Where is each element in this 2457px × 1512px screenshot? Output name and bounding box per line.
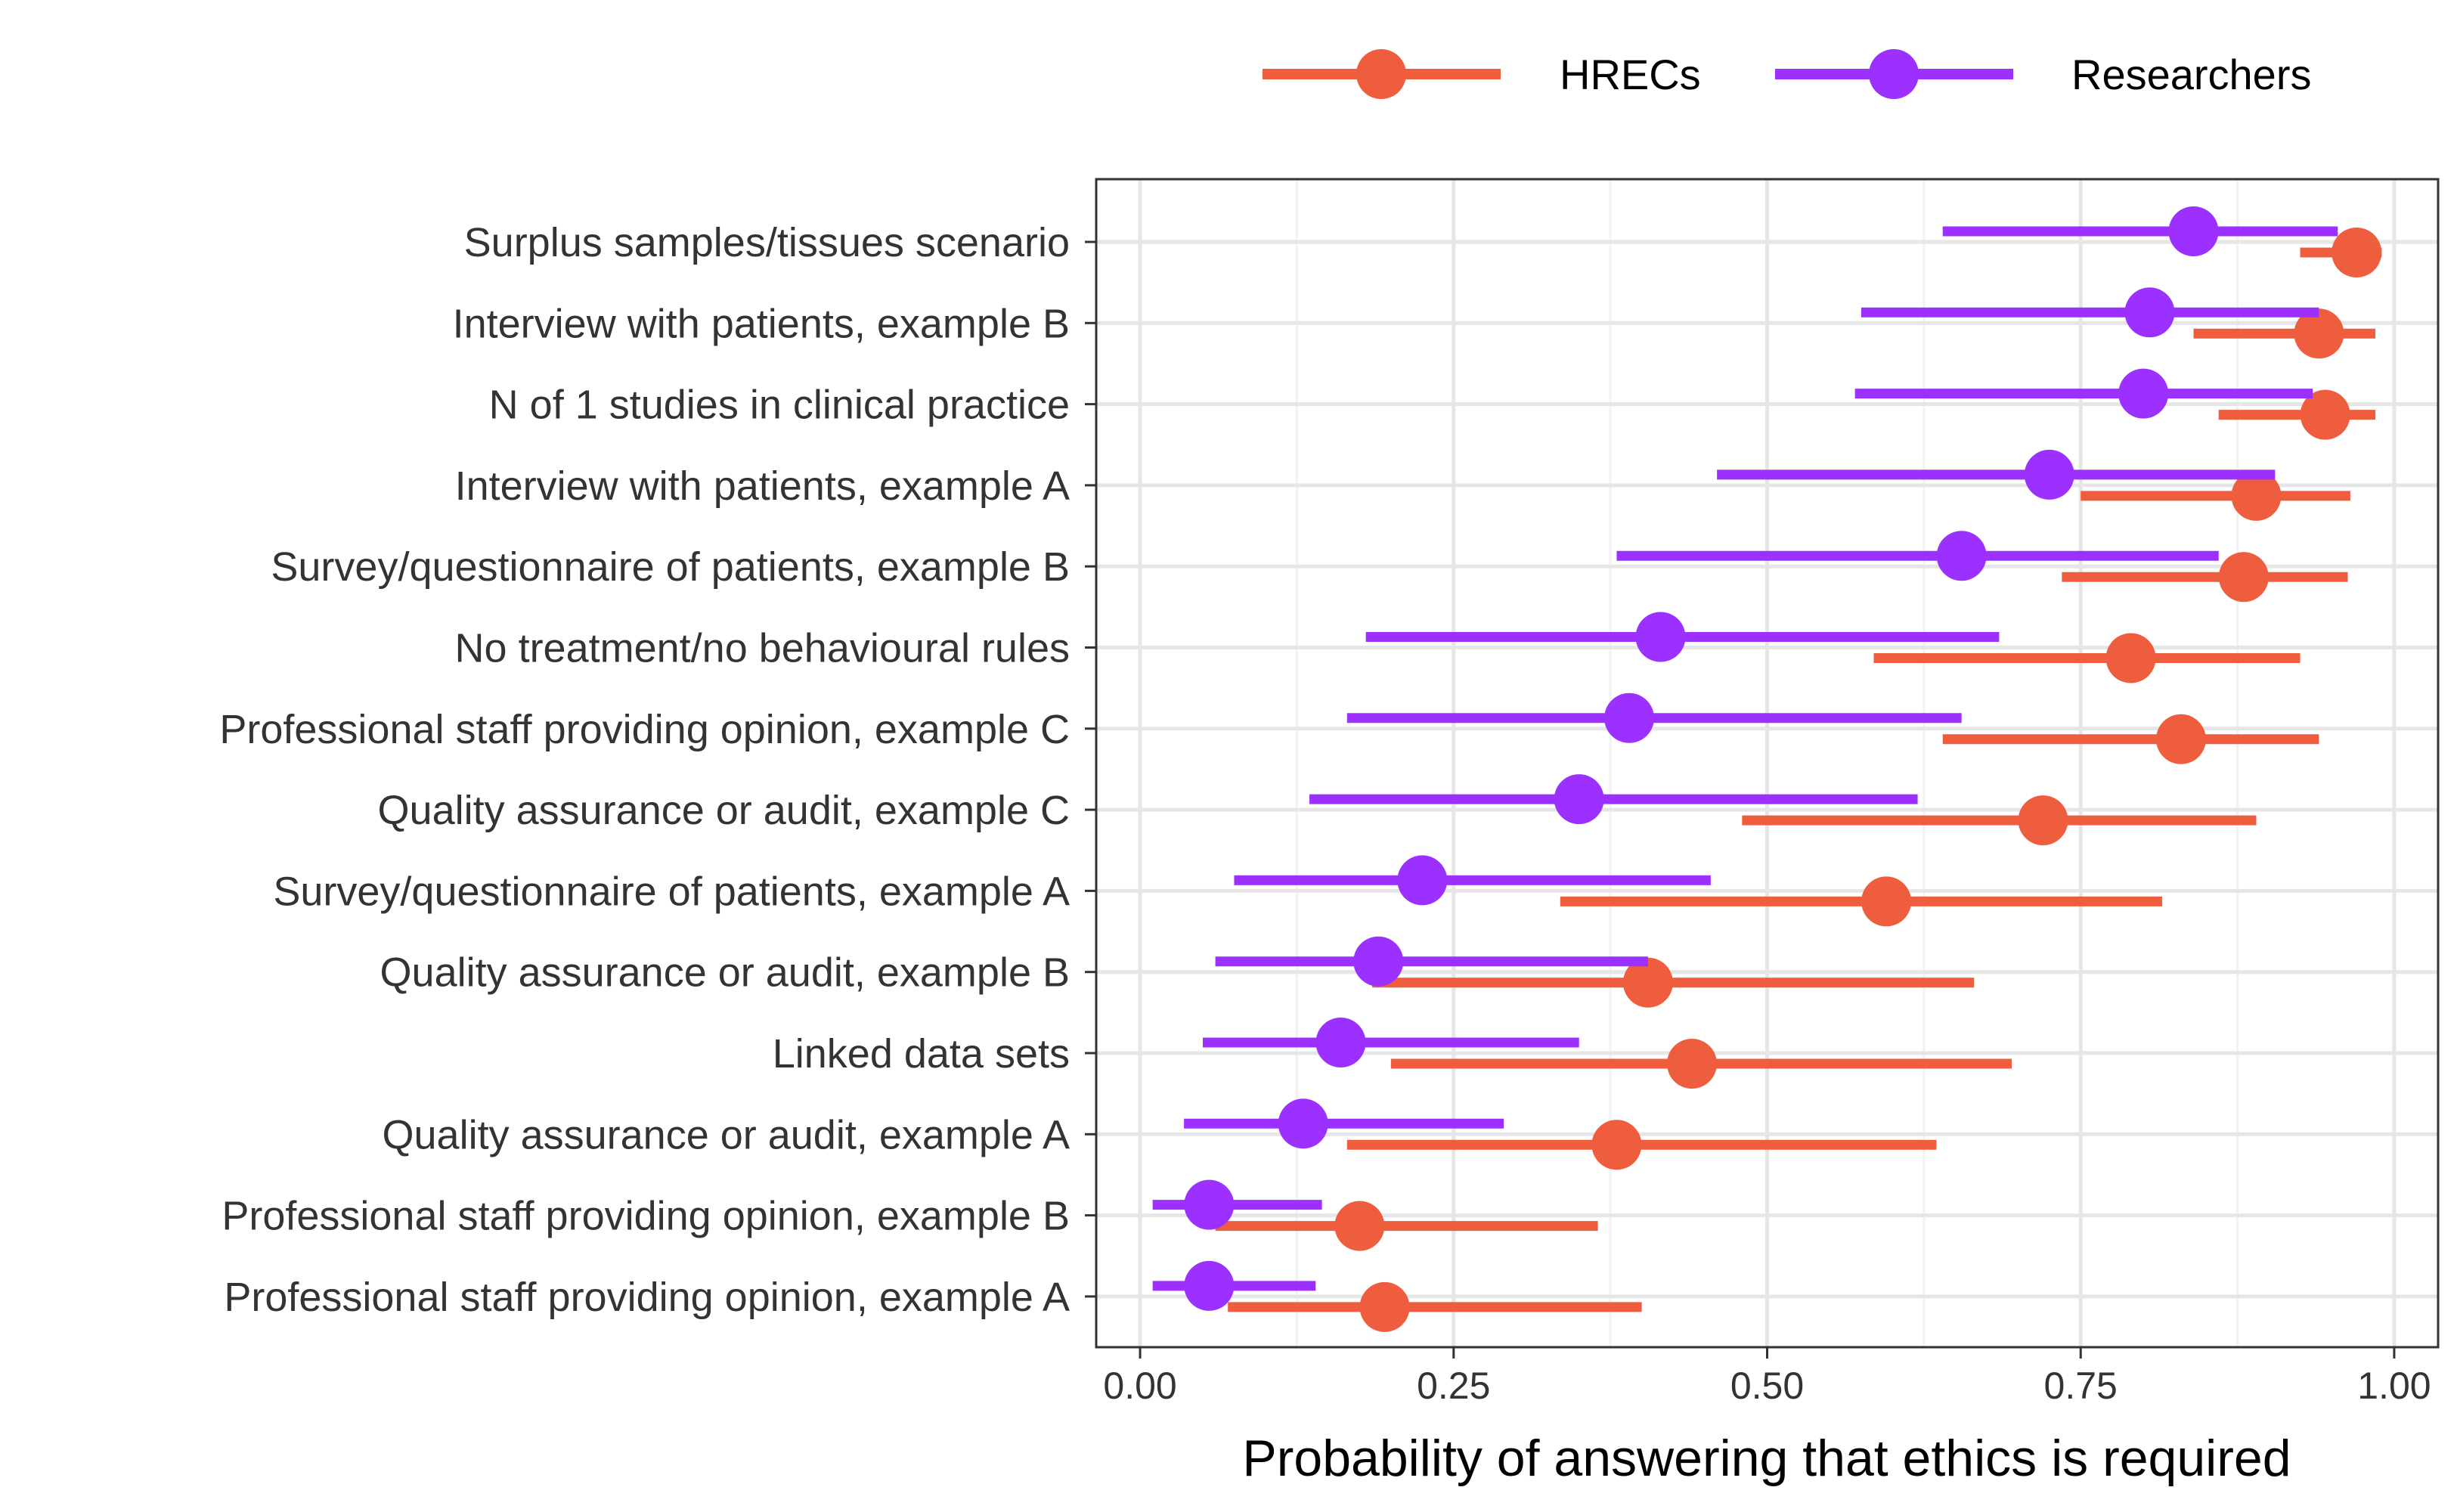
legend-label-researchers: Researchers xyxy=(2071,51,2311,98)
point-researchers xyxy=(2024,449,2074,500)
y-tick-label: No treatment/no behavioural rules xyxy=(455,626,1070,671)
grid xyxy=(1096,179,2438,1347)
point-researchers xyxy=(1184,1260,1235,1311)
x-tick-label: 0.25 xyxy=(1417,1365,1490,1407)
point-researchers xyxy=(2118,368,2169,419)
point-hrecs xyxy=(2332,228,2382,277)
point-researchers xyxy=(1604,692,1655,743)
point-hrecs xyxy=(2105,633,2156,683)
y-tick-label: Interview with patients, example A xyxy=(455,463,1070,509)
point-hrecs xyxy=(2018,795,2068,846)
y-axis: Surplus samples/tissues scenario Intervie… xyxy=(219,220,1096,1320)
point-hrecs xyxy=(1591,1120,1642,1170)
point-hrecs xyxy=(2231,470,2282,521)
point-hrecs xyxy=(2155,714,2206,764)
y-tick-label: Quality assurance or audit, example A xyxy=(383,1112,1070,1157)
legend-dot-hrecs xyxy=(1356,49,1406,99)
chart-marks xyxy=(1152,206,2382,1332)
point-researchers xyxy=(1315,1018,1366,1067)
point-hrecs xyxy=(2300,389,2350,440)
x-axis-title: Probability of answering that ethics is … xyxy=(1242,1430,2291,1487)
point-hrecs xyxy=(1334,1201,1385,1251)
y-tick-label: N of 1 studies in clinical practice xyxy=(489,383,1070,428)
y-tick-label: Interview with patients, example B xyxy=(453,301,1070,346)
point-researchers xyxy=(1353,936,1404,987)
point-hrecs xyxy=(1861,876,1912,927)
y-tick-label: Survey/questionnaire of patients, exampl… xyxy=(271,544,1070,590)
x-tick-label: 1.00 xyxy=(2357,1365,2431,1407)
point-researchers xyxy=(1635,612,1686,662)
x-tick-label: 0.75 xyxy=(2044,1365,2118,1407)
x-tick-label: 0.50 xyxy=(1730,1365,1804,1407)
point-hrecs xyxy=(2294,308,2344,359)
point-hrecs xyxy=(2218,552,2269,603)
y-tick-label: Quality assurance or audit, example C xyxy=(378,788,1070,833)
legend-dot-researchers xyxy=(1869,49,1919,99)
legend-label-hrecs: HRECs xyxy=(1560,51,1701,98)
point-researchers xyxy=(2168,206,2219,256)
legend: HRECs Researchers xyxy=(1263,49,2311,99)
point-researchers xyxy=(1278,1098,1328,1149)
y-tick-label: Linked data sets xyxy=(773,1031,1070,1077)
y-tick-label: Professional staff providing opinion, ex… xyxy=(219,707,1070,752)
y-tick-label: Quality assurance or audit, example B xyxy=(380,950,1070,996)
y-tick-label: Professional staff providing opinion, ex… xyxy=(224,1275,1070,1320)
y-tick-label: Professional staff providing opinion, ex… xyxy=(222,1194,1070,1239)
y-tick-label: Survey/questionnaire of patients, exampl… xyxy=(273,869,1070,914)
point-hrecs xyxy=(1359,1281,1410,1332)
point-researchers xyxy=(2124,287,2175,338)
point-researchers xyxy=(1554,774,1604,825)
point-hrecs xyxy=(1622,957,1673,1008)
x-tick-label: 0.00 xyxy=(1103,1365,1176,1407)
point-researchers xyxy=(1397,855,1448,906)
y-tick-label: Surplus samples/tissues scenario xyxy=(464,220,1070,265)
point-researchers xyxy=(1184,1179,1235,1230)
point-hrecs xyxy=(1666,1039,1717,1089)
x-axis: 0.00 0.25 0.50 0.75 1.00 xyxy=(1103,1347,2431,1407)
point-researchers xyxy=(1936,531,1987,581)
